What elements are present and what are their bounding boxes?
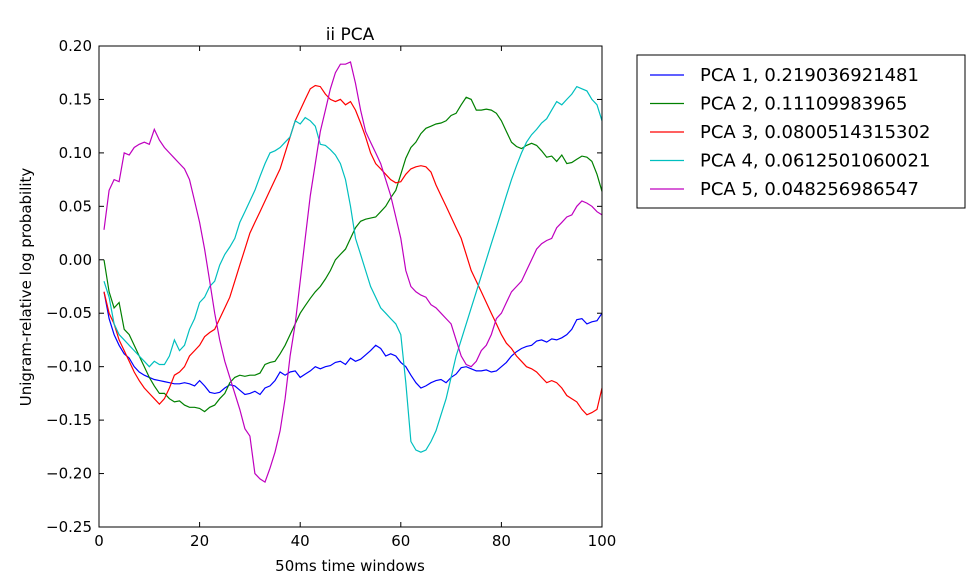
x-tick-label: 100 — [588, 532, 617, 550]
legend-box — [636, 54, 966, 209]
y-tick-label: 0.15 — [59, 90, 92, 108]
y-tick-label: −0.15 — [46, 411, 92, 429]
y-tick-label: −0.10 — [46, 358, 92, 376]
y-axis: −0.25 −0.20 −0.15 −0.10 −0.05 0.00 0.05 0.10 0.1… — [46, 37, 602, 536]
legend-label-pca-5: PCA 5, 0.048256986547 — [700, 179, 919, 200]
legend-label-pca-2: PCA 2, 0.11109983965 — [700, 94, 908, 115]
x-tick-label: 0 — [94, 532, 104, 550]
series-line-pca-3 — [103, 84, 603, 416]
y-tick-label: 0.10 — [59, 144, 92, 162]
legend-label-pca-3: PCA 3, 0.0800514315302 — [700, 122, 930, 143]
y-axis-title: Unigram-relative log probability — [17, 168, 35, 407]
series-line-pca-5 — [103, 61, 603, 484]
legend-label-pca-4: PCA 4, 0.0612501060021 — [700, 151, 930, 172]
chart-title: ii PCA — [326, 25, 375, 45]
x-tick-label: 40 — [291, 532, 310, 550]
y-tick-label: −0.20 — [46, 465, 92, 483]
x-axis: 0 20 40 60 80 100 — [94, 46, 616, 550]
legend-label-pca-1: PCA 1, 0.219036921481 — [700, 65, 919, 86]
y-tick-label: −0.25 — [46, 518, 92, 536]
legend: PCA 1, 0.219036921481 PCA 2, 0.1110998396… — [636, 54, 966, 209]
series-line-pca-1 — [103, 291, 603, 396]
series-line-pca-2 — [103, 96, 603, 413]
series-line-pca-4 — [103, 85, 603, 453]
y-tick-label: 0.20 — [59, 37, 92, 55]
y-tick-label: 0.05 — [59, 197, 92, 215]
series-lines — [103, 61, 603, 484]
x-tick-label: 80 — [492, 532, 511, 550]
x-tick-label: 60 — [391, 532, 410, 550]
y-tick-label: −0.05 — [46, 304, 92, 322]
x-axis-title: 50ms time windows — [275, 557, 425, 575]
y-tick-label: 0.00 — [59, 251, 92, 269]
x-tick-label: 20 — [190, 532, 209, 550]
plot-frame — [98, 45, 603, 528]
